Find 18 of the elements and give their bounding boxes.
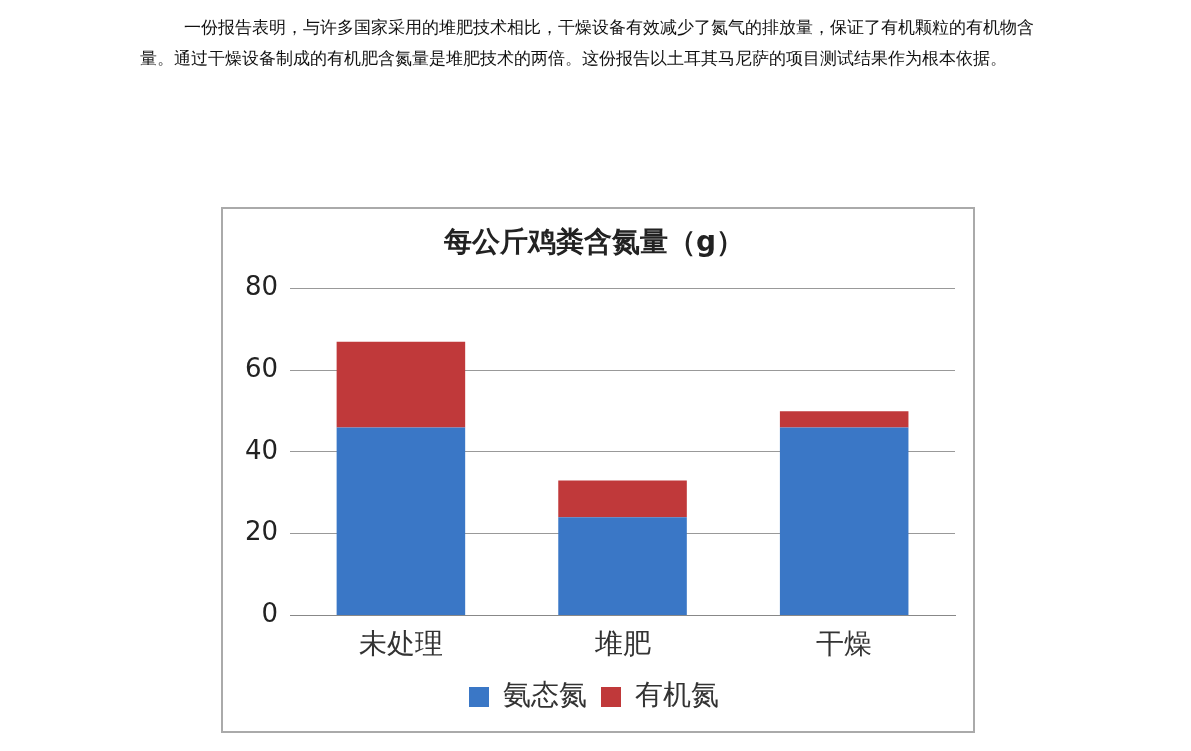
- chart-title: 每公斤鸡粪含氮量（g）: [442, 225, 745, 259]
- y-tick-label: 80: [244, 271, 279, 302]
- y-tick-label: 60: [244, 353, 279, 384]
- bar: [558, 480, 687, 518]
- bar: [779, 427, 909, 615]
- bar: [779, 411, 909, 428]
- bar: [336, 341, 466, 428]
- x-tick-label: 未处理: [358, 627, 443, 661]
- bar: [336, 427, 466, 615]
- y-tick-label: 40: [244, 434, 279, 465]
- text: 一份报告表明，与许多国家采用的堆肥技术相比，干燥设备有效减少了氮气的排放量，保证了有机颗粒的有机物含量。通过干燥设备制成的有机肥含氮量是堆肥技术的两倍。这份报告以土耳其马尼萨的项目测试结果作为根本依据。: [140, 16, 1035, 70]
- bar: [558, 517, 687, 615]
- y-tick-label: 0: [261, 598, 279, 629]
- x-tick-label: 干燥: [816, 627, 873, 661]
- legend-label: 氨态氮: [503, 678, 587, 712]
- legend-label: 有机氮: [635, 678, 719, 712]
- y-tick-label: 20: [244, 516, 279, 547]
- x-tick-label: 堆肥: [593, 627, 651, 661]
